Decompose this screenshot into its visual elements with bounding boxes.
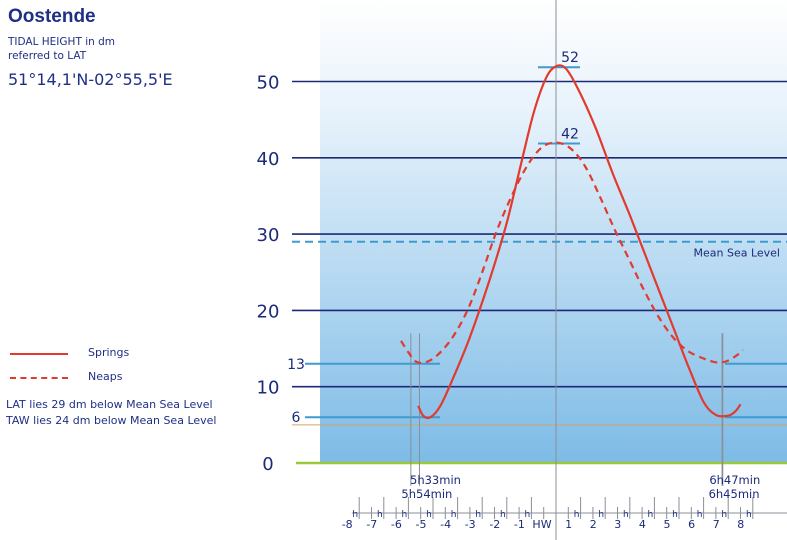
- x-tick-unit: h: [475, 510, 481, 520]
- y-tick-0: 0: [262, 454, 273, 475]
- note-taw: TAW lies 24 dm below Mean Sea Level: [6, 414, 217, 427]
- legend-springs-swatch: [10, 353, 68, 355]
- x-tick-label: 2: [590, 518, 597, 531]
- x-tick-label: -3: [465, 518, 476, 531]
- x-tick-label: 1: [565, 518, 572, 531]
- marker-label-42: 42: [561, 127, 579, 143]
- x-tick-label: 8: [737, 518, 744, 531]
- y-tick-30: 30: [257, 225, 280, 246]
- series-layer: [400, 64, 744, 420]
- x-tick-unit: h: [525, 510, 531, 520]
- x-tick-label: 3: [614, 518, 621, 531]
- marker-label-52: 52: [561, 50, 579, 66]
- x-tick-label: -8: [342, 518, 353, 531]
- x-tick-unit: h: [352, 510, 358, 520]
- x-tick-unit: h: [672, 510, 678, 520]
- marker-label-13: 13: [287, 357, 305, 373]
- x-tick-unit: h: [697, 510, 703, 520]
- legend-neaps-label: Neaps: [88, 370, 123, 383]
- x-tick-unit: h: [426, 510, 432, 520]
- chart-title: Oostende: [8, 6, 96, 27]
- x-tick-label: 5: [664, 518, 671, 531]
- time-annotation-3: 6h45min: [709, 487, 760, 501]
- x-tick-label: -1: [514, 518, 525, 531]
- time-annotation-2: 6h47min: [709, 473, 760, 487]
- x-tick-label: 7: [713, 518, 720, 531]
- x-tick-unit: h: [623, 510, 629, 520]
- y-tick-20: 20: [257, 301, 280, 322]
- x-tick-label: 6: [688, 518, 695, 531]
- x-tick-label: -4: [440, 518, 451, 531]
- series-line-springs: [417, 64, 742, 420]
- y-tick-10: 10: [257, 378, 280, 399]
- labels-layer: 0 10 20 30 40 50 Mean Sea Level 52 42 13 6 5h33min5…: [257, 50, 780, 501]
- x-tick-label: -6: [391, 518, 402, 531]
- series-line-neaps: [400, 141, 744, 365]
- x-tick-unit: h: [648, 510, 654, 520]
- legend-neaps-swatch: [10, 377, 68, 379]
- note-lat: LAT lies 29 dm below Mean Sea Level: [6, 398, 213, 411]
- subtitle-line-1: TIDAL HEIGHT in dm: [8, 36, 115, 48]
- x-tick-unit: h: [574, 510, 580, 520]
- subtitle-line-2: referred to LAT: [8, 50, 87, 62]
- x-tick-label-hw: HW: [532, 518, 551, 531]
- time-annotation-0: 5h33min: [410, 473, 461, 487]
- x-tick-label: -5: [416, 518, 427, 531]
- y-tick-40: 40: [257, 149, 280, 170]
- plot-background: [320, 0, 787, 463]
- x-tick-unit: h: [402, 510, 408, 520]
- x-tick-unit: h: [377, 510, 383, 520]
- x-tick-label: 4: [639, 518, 646, 531]
- legend-springs-label: Springs: [88, 346, 130, 359]
- x-tick-unit: h: [451, 510, 457, 520]
- x-tick-label: -7: [366, 518, 377, 531]
- station-coordinates: 51°14,1'N-02°55,5'E: [8, 70, 173, 89]
- time-annotation-1: 5h54min: [401, 487, 452, 501]
- x-tick-unit: h: [746, 510, 752, 520]
- x-tick-unit: h: [598, 510, 604, 520]
- x-tick-unit: h: [500, 510, 506, 520]
- x-tick-unit: h: [721, 510, 727, 520]
- x-tick-label: -2: [489, 518, 500, 531]
- mean-sea-level-label: Mean Sea Level: [694, 247, 781, 260]
- y-tick-50: 50: [257, 73, 280, 94]
- grid-lines: [292, 0, 787, 540]
- marker-label-6: 6: [292, 410, 301, 426]
